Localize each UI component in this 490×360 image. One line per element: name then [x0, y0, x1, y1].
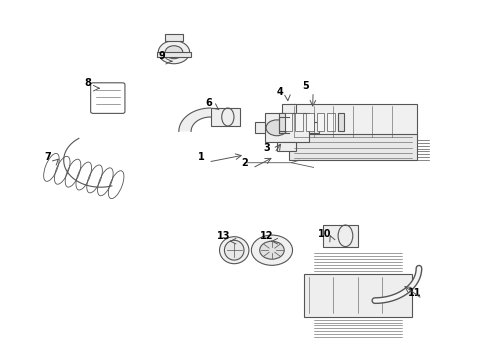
Bar	[338, 113, 344, 131]
Bar	[323, 225, 358, 247]
Bar	[211, 108, 240, 126]
Bar	[277, 142, 296, 151]
Bar	[289, 135, 416, 160]
Bar	[306, 113, 314, 131]
Text: 7: 7	[45, 152, 51, 162]
Text: 13: 13	[217, 231, 231, 241]
Bar	[165, 34, 183, 41]
Bar	[304, 274, 412, 317]
Text: 10: 10	[318, 229, 331, 239]
Text: 12: 12	[260, 231, 274, 241]
Bar	[279, 113, 285, 131]
Bar	[309, 122, 318, 133]
Text: 3: 3	[264, 143, 270, 153]
Circle shape	[158, 41, 190, 64]
Circle shape	[266, 120, 288, 136]
Text: 1: 1	[197, 152, 204, 162]
Circle shape	[260, 241, 284, 259]
Bar	[157, 52, 191, 57]
Bar	[282, 104, 296, 113]
Bar	[295, 113, 303, 131]
Text: 2: 2	[242, 158, 248, 168]
Circle shape	[251, 235, 293, 265]
Bar	[265, 113, 309, 142]
Ellipse shape	[224, 240, 244, 260]
Bar	[327, 113, 335, 131]
Bar	[255, 122, 265, 133]
Text: 4: 4	[277, 87, 284, 97]
Text: 5: 5	[302, 81, 309, 91]
Bar	[317, 113, 324, 131]
Text: 11: 11	[408, 288, 422, 298]
Bar	[284, 113, 292, 131]
Polygon shape	[179, 108, 211, 131]
Ellipse shape	[220, 237, 249, 264]
Text: 9: 9	[158, 51, 165, 61]
Circle shape	[165, 46, 183, 59]
Text: 8: 8	[85, 78, 92, 88]
Bar	[289, 104, 416, 137]
Text: 6: 6	[206, 98, 213, 108]
